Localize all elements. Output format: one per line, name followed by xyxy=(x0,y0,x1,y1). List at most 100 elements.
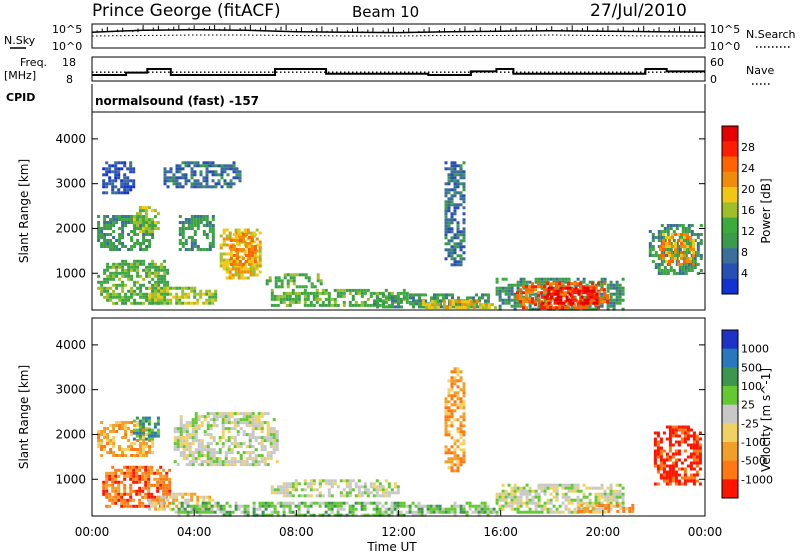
heatmap-cell xyxy=(211,236,215,239)
heatmap-cell xyxy=(268,279,272,283)
heatmap-cell xyxy=(184,176,188,180)
heatmap-cell xyxy=(674,257,677,260)
heatmap-cell xyxy=(166,271,170,275)
heatmap-cell xyxy=(424,303,428,307)
heatmap-cell xyxy=(260,460,264,464)
heatmap-cell xyxy=(339,507,343,511)
heatmap-cell xyxy=(138,465,142,469)
heatmap-cell xyxy=(537,285,540,289)
heatmap-cell xyxy=(232,170,236,174)
heatmap-cell xyxy=(675,245,679,248)
heatmap-cell xyxy=(133,268,137,272)
heatmap-cell xyxy=(234,507,238,511)
heatmap-cell xyxy=(662,473,666,477)
heatmap-cell xyxy=(191,424,195,428)
heatmap-cell xyxy=(591,504,595,508)
heatmap-cell xyxy=(127,218,131,221)
heatmap-cell xyxy=(689,464,693,468)
heatmap-cell xyxy=(176,430,180,434)
heatmap-cell xyxy=(247,245,251,248)
heatmap-cell xyxy=(277,276,281,280)
heatmap-cell xyxy=(666,224,670,227)
heatmap-cell xyxy=(606,304,610,308)
heatmap-cell xyxy=(288,303,292,307)
heatmap-cell xyxy=(239,421,243,425)
heatmap-cell xyxy=(417,510,421,514)
heatmap-cell xyxy=(179,445,183,449)
heatmap-cell xyxy=(270,491,274,495)
heatmap-cell xyxy=(558,510,562,514)
heatmap-cell xyxy=(603,510,607,514)
heatmap-cell xyxy=(462,454,466,458)
heatmap-cell xyxy=(453,469,457,473)
heatmap-cell xyxy=(589,292,593,296)
heatmap-cell xyxy=(250,236,254,239)
heatmap-cell xyxy=(229,257,233,260)
heatmap-cell xyxy=(456,397,460,401)
heatmap-cell xyxy=(405,504,409,508)
heatmap-cell xyxy=(212,460,216,464)
heatmap-cell xyxy=(553,301,557,305)
heatmap-cell xyxy=(453,448,457,452)
heatmap-cell xyxy=(677,449,681,453)
heatmap-cell xyxy=(114,161,118,165)
heatmap-cell xyxy=(232,161,236,165)
heatmap-cell xyxy=(194,448,198,452)
heatmap-cell xyxy=(100,227,104,230)
heatmap-cell xyxy=(373,299,376,303)
heatmap-cell xyxy=(631,509,635,513)
heatmap-cell xyxy=(234,234,238,238)
heatmap-cell xyxy=(252,510,256,514)
heatmap-cell xyxy=(141,230,145,234)
heatmap-cell xyxy=(108,492,112,496)
heatmap-cell xyxy=(570,501,574,505)
heatmap-cell xyxy=(291,510,295,514)
heatmap-cell xyxy=(265,279,269,283)
heatmap-cell xyxy=(531,291,534,295)
heatmap-cell xyxy=(209,433,213,437)
heatmap-cell xyxy=(447,451,451,455)
heatmap-cell xyxy=(504,489,508,493)
heatmap-cell xyxy=(501,286,505,290)
heatmap-cell xyxy=(230,442,234,446)
heatmap-cell xyxy=(459,507,463,511)
heatmap-cell xyxy=(699,242,703,245)
heatmap-cell xyxy=(369,303,373,307)
heatmap-cell xyxy=(133,265,137,269)
heatmap-cell xyxy=(109,292,113,296)
heatmap-cell xyxy=(540,285,543,289)
heatmap-cell xyxy=(230,427,234,431)
heatmap-cell xyxy=(558,504,562,508)
heatmap-cell xyxy=(303,300,307,304)
heatmap-cell xyxy=(405,291,409,295)
heatmap-cell xyxy=(242,430,246,434)
heatmap-cell xyxy=(124,221,128,224)
heatmap-cell xyxy=(124,298,128,302)
heatmap-cell xyxy=(501,507,505,511)
heatmap-cell xyxy=(318,513,322,517)
heatmap-cell xyxy=(120,468,124,472)
heatmap-cell xyxy=(411,510,415,514)
heatmap-cell xyxy=(123,188,127,192)
heatmap-cell xyxy=(450,221,454,225)
heatmap-cell xyxy=(237,228,241,232)
heatmap-cell xyxy=(196,221,200,224)
heatmap-cell xyxy=(260,442,264,446)
heatmap-cell xyxy=(185,436,189,440)
heatmap-cell xyxy=(124,215,128,218)
heatmap-cell xyxy=(537,501,541,505)
heatmap-cell xyxy=(513,283,517,287)
heatmap-cell xyxy=(672,254,676,257)
heatmap-cell xyxy=(141,501,145,505)
heatmap-cell xyxy=(151,265,155,269)
heatmap-cell xyxy=(442,293,445,297)
heatmap-cell xyxy=(124,430,128,433)
heatmap-cell xyxy=(475,300,479,304)
heatmap-cell xyxy=(570,498,574,502)
heatmap-cell xyxy=(415,302,418,306)
heatmap-cell xyxy=(115,245,119,248)
heatmap-cell xyxy=(117,492,121,496)
heatmap-cell xyxy=(187,179,191,183)
heatmap-cell xyxy=(294,504,298,508)
heatmap-cell xyxy=(138,480,142,484)
